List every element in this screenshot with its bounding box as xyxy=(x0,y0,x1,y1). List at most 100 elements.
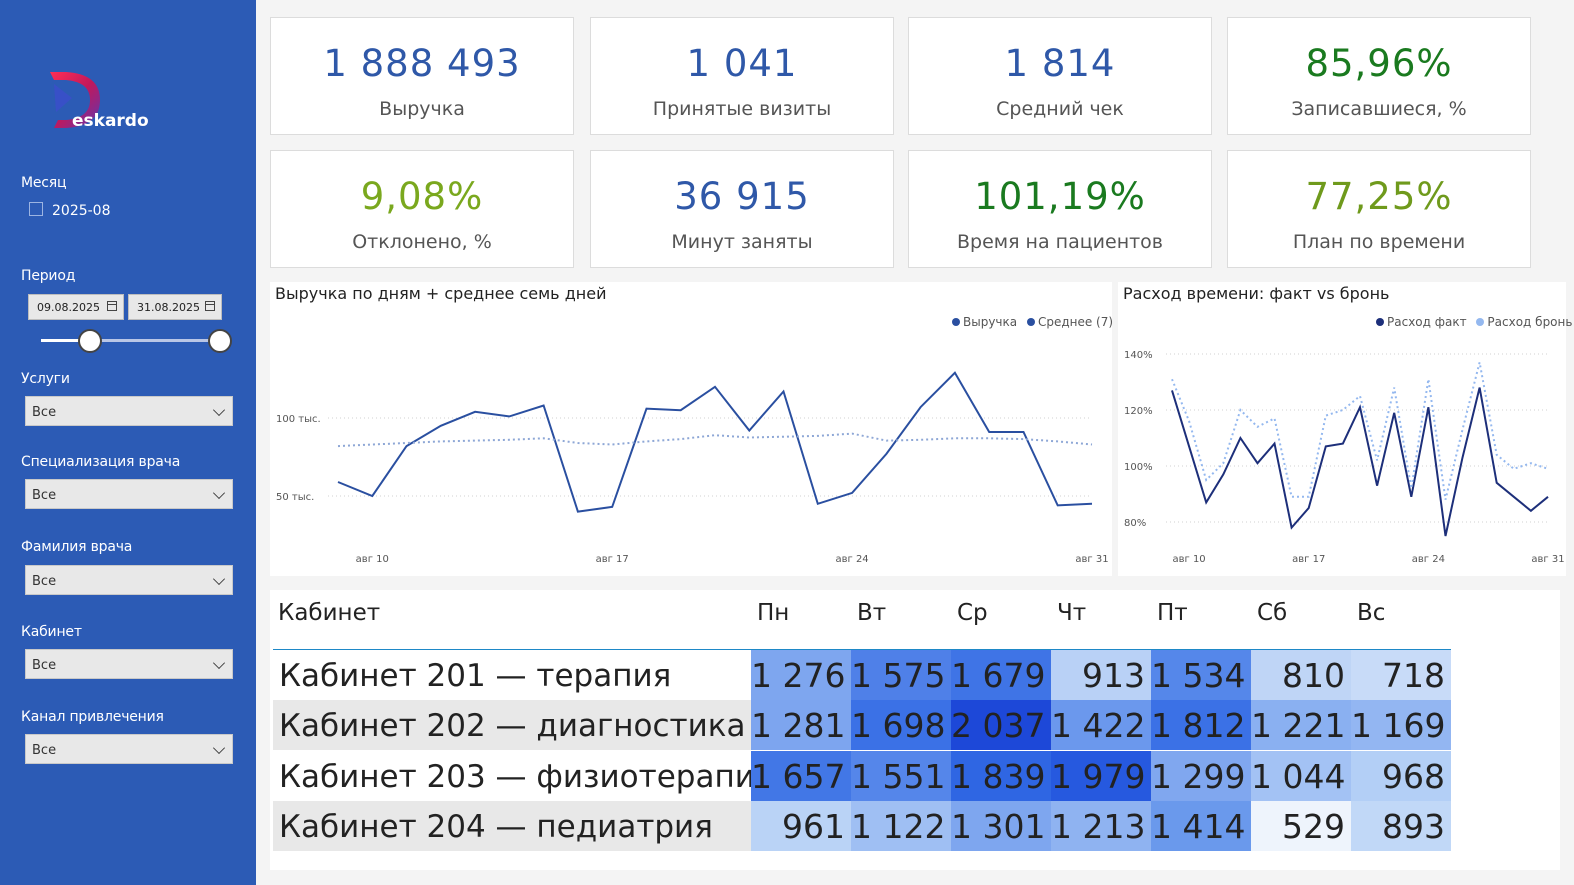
matrix-cell[interactable]: 1 122 xyxy=(851,801,951,851)
cabinet-filter-label: Кабинет xyxy=(21,624,82,640)
services-dropdown[interactable]: Все xyxy=(25,396,233,426)
kpi-card-visits: 1 041 Принятые визиты xyxy=(590,17,894,135)
x-tick-label: авг 17 xyxy=(596,554,629,565)
matrix-cell[interactable]: 968 xyxy=(1351,751,1451,801)
matrix-cell[interactable]: 1 575 xyxy=(851,650,951,700)
matrix-cell[interactable]: 1 698 xyxy=(851,700,951,750)
matrix-header-fri[interactable]: Пт xyxy=(1157,600,1188,626)
period-slider-end-handle[interactable] xyxy=(208,329,232,353)
matrix-header-divider xyxy=(273,649,1451,650)
calendar-icon[interactable] xyxy=(205,301,215,311)
matrix-header-sat[interactable]: Сб xyxy=(1257,600,1288,626)
series-line-2 xyxy=(337,432,1093,448)
matrix-cell[interactable]: 1 299 xyxy=(1151,751,1251,801)
kpi-value: 9,08% xyxy=(360,175,484,218)
matrix-cell[interactable]: 1 657 xyxy=(751,751,851,801)
specialization-dropdown[interactable]: Все xyxy=(25,479,233,509)
x-tick-label: авг 10 xyxy=(1172,554,1205,565)
matrix-header-wed[interactable]: Ср xyxy=(957,600,988,626)
matrix-cell[interactable]: 1 812 xyxy=(1151,700,1251,750)
x-tick-label: авг 24 xyxy=(1412,554,1445,565)
matrix-cell[interactable]: 1 301 xyxy=(951,801,1051,851)
y-tick-label: 140% xyxy=(1124,350,1153,361)
chevron-down-icon xyxy=(212,741,226,755)
series-line-2 xyxy=(1171,362,1549,500)
doctor-dropdown-value: Все xyxy=(32,574,57,589)
x-tick-label: авг 17 xyxy=(1292,554,1325,565)
services-dropdown-value: Все xyxy=(32,405,57,420)
kpi-value: 101,19% xyxy=(974,175,1146,218)
services-filter-label: Услуги xyxy=(21,371,70,387)
kpi-card-booked-rate: 85,96% Записавшиеся, % xyxy=(1227,17,1531,135)
cabinet-dropdown-value: Все xyxy=(32,658,57,673)
legend-label: Расход бронь xyxy=(1487,314,1573,329)
matrix-cell[interactable]: 961 xyxy=(751,801,851,851)
matrix-cell[interactable]: 1 169 xyxy=(1351,700,1451,750)
matrix-header-sun[interactable]: Вс xyxy=(1357,600,1386,626)
time-chart-title: Расход времени: факт vs бронь xyxy=(1123,284,1390,303)
matrix-cell[interactable]: 1 534 xyxy=(1151,650,1251,700)
matrix-row-label[interactable]: Кабинет 201 — терапия xyxy=(273,650,751,700)
matrix-cell[interactable]: 1 221 xyxy=(1251,700,1351,750)
period-from-input[interactable]: 09.08.2025 xyxy=(28,294,124,320)
y-tick-label: 120% xyxy=(1124,406,1153,417)
revenue-chart-panel xyxy=(270,282,1112,576)
matrix-cell[interactable]: 1 213 xyxy=(1051,801,1151,851)
matrix-cell[interactable]: 1 979 xyxy=(1051,751,1151,801)
matrix-header-cabinet[interactable]: Кабинет xyxy=(278,600,381,626)
matrix-cell[interactable]: 1 044 xyxy=(1251,751,1351,801)
matrix-cell[interactable]: 2 037 xyxy=(951,700,1051,750)
matrix-header-thu[interactable]: Чт xyxy=(1057,600,1087,626)
matrix-cell[interactable]: 893 xyxy=(1351,801,1451,851)
kpi-label: Минут заняты xyxy=(671,231,813,253)
kpi-card-time-plan: 77,25% План по времени xyxy=(1227,150,1531,268)
series-line-1 xyxy=(337,371,1093,513)
matrix-cell[interactable]: 1 281 xyxy=(751,700,851,750)
matrix-cell[interactable]: 1 839 xyxy=(951,751,1051,801)
month-checkbox[interactable] xyxy=(29,202,43,216)
matrix-cell[interactable]: 913 xyxy=(1051,650,1151,700)
matrix-cell[interactable]: 1 414 xyxy=(1151,801,1251,851)
cabinet-dropdown[interactable]: Все xyxy=(25,649,233,679)
period-slider-start-handle[interactable] xyxy=(78,329,102,353)
legend-label: Среднее (7) xyxy=(1037,314,1114,329)
matrix-cell[interactable]: 1 679 xyxy=(951,650,1051,700)
kpi-label: Средний чек xyxy=(996,98,1124,120)
kpi-label: Принятые визиты xyxy=(652,98,832,120)
series-line-1 xyxy=(1171,387,1549,537)
matrix-row-label[interactable]: Кабинет 203 — физиотерапия xyxy=(273,751,774,801)
matrix-cell[interactable]: 1 276 xyxy=(751,650,851,700)
doctor-dropdown[interactable]: Все xyxy=(25,565,233,595)
period-to-input[interactable]: 31.08.2025 xyxy=(128,294,222,320)
matrix-cell[interactable]: 529 xyxy=(1251,801,1351,851)
period-slider-track[interactable] xyxy=(41,339,221,342)
x-tick-label: авг 31 xyxy=(1075,554,1108,565)
legend-dot xyxy=(1476,317,1485,326)
kpi-label: План по времени xyxy=(1292,231,1466,253)
kpi-value: 1 888 493 xyxy=(323,42,521,85)
matrix-cell[interactable]: 1 551 xyxy=(851,751,951,801)
calendar-icon[interactable] xyxy=(107,301,117,311)
revenue-line-chart[interactable]: 50 тыс. 100 тыс. авг 10 авг 17 авг 24 авг 31 xyxy=(270,330,1112,570)
month-option-label[interactable]: 2025-08 xyxy=(52,203,111,219)
kpi-label: Отклонено, % xyxy=(352,231,492,253)
kpi-label: Время на пациентов xyxy=(956,231,1164,253)
channel-dropdown[interactable]: Все xyxy=(25,734,233,764)
kpi-card-revenue: 1 888 493 Выручка xyxy=(270,17,574,135)
matrix-header-mon[interactable]: Пн xyxy=(757,600,790,626)
period-from-value: 09.08.2025 xyxy=(37,301,100,314)
kpi-value: 1 041 xyxy=(686,42,798,85)
matrix-cell[interactable]: 1 422 xyxy=(1051,700,1151,750)
kpi-card-patient-time: 101,19% Время на пациентов xyxy=(908,150,1212,268)
matrix-row-label[interactable]: Кабинет 202 — диагностика xyxy=(273,700,751,750)
kpi-label: Выручка xyxy=(379,98,465,120)
x-tick-label: авг 31 xyxy=(1531,554,1564,565)
matrix-header-tue[interactable]: Вт xyxy=(857,600,887,626)
x-tick-label: авг 24 xyxy=(835,554,868,565)
time-chart-panel xyxy=(1118,282,1566,576)
matrix-cell[interactable]: 810 xyxy=(1251,650,1351,700)
matrix-row-label[interactable]: Кабинет 204 — педиатрия xyxy=(273,801,751,851)
time-line-chart[interactable]: 80% 100% 120% 140% авг 10 авг 17 авг 24 авг 31 xyxy=(1118,330,1566,570)
time-chart-legend: Расход факт Расход бронь xyxy=(1376,314,1574,329)
matrix-cell[interactable]: 718 xyxy=(1351,650,1451,700)
